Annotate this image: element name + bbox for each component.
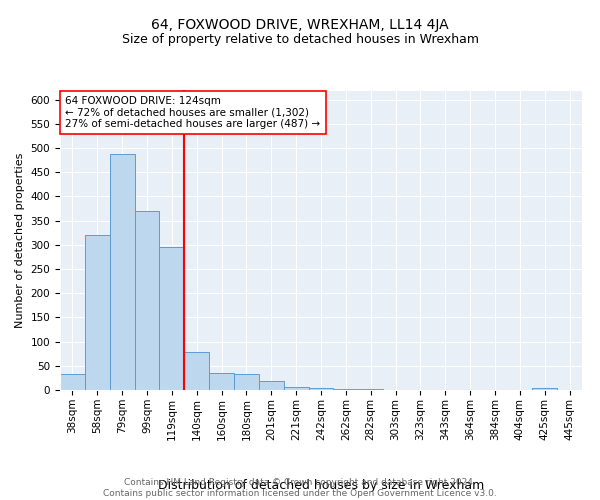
Bar	[334, 388, 358, 390]
Bar	[308, 388, 334, 390]
Bar	[85, 235, 110, 390]
Text: 64, FOXWOOD DRIVE, WREXHAM, LL14 4JA: 64, FOXWOOD DRIVE, WREXHAM, LL14 4JA	[151, 18, 449, 32]
Bar	[284, 387, 308, 390]
Y-axis label: Number of detached properties: Number of detached properties	[15, 152, 25, 328]
Bar	[160, 248, 184, 390]
Bar	[60, 374, 85, 390]
Bar	[234, 374, 259, 390]
Bar	[358, 389, 383, 390]
Text: Size of property relative to detached houses in Wrexham: Size of property relative to detached ho…	[121, 32, 479, 46]
Bar	[259, 382, 284, 390]
Bar	[184, 352, 209, 390]
Text: Contains HM Land Registry data © Crown copyright and database right 2024.
Contai: Contains HM Land Registry data © Crown c…	[103, 478, 497, 498]
X-axis label: Distribution of detached houses by size in Wrexham: Distribution of detached houses by size …	[158, 478, 484, 492]
Bar	[532, 388, 557, 390]
Bar	[134, 211, 160, 390]
Bar	[110, 154, 134, 390]
Bar	[209, 373, 234, 390]
Text: 64 FOXWOOD DRIVE: 124sqm
← 72% of detached houses are smaller (1,302)
27% of sem: 64 FOXWOOD DRIVE: 124sqm ← 72% of detach…	[65, 96, 320, 129]
